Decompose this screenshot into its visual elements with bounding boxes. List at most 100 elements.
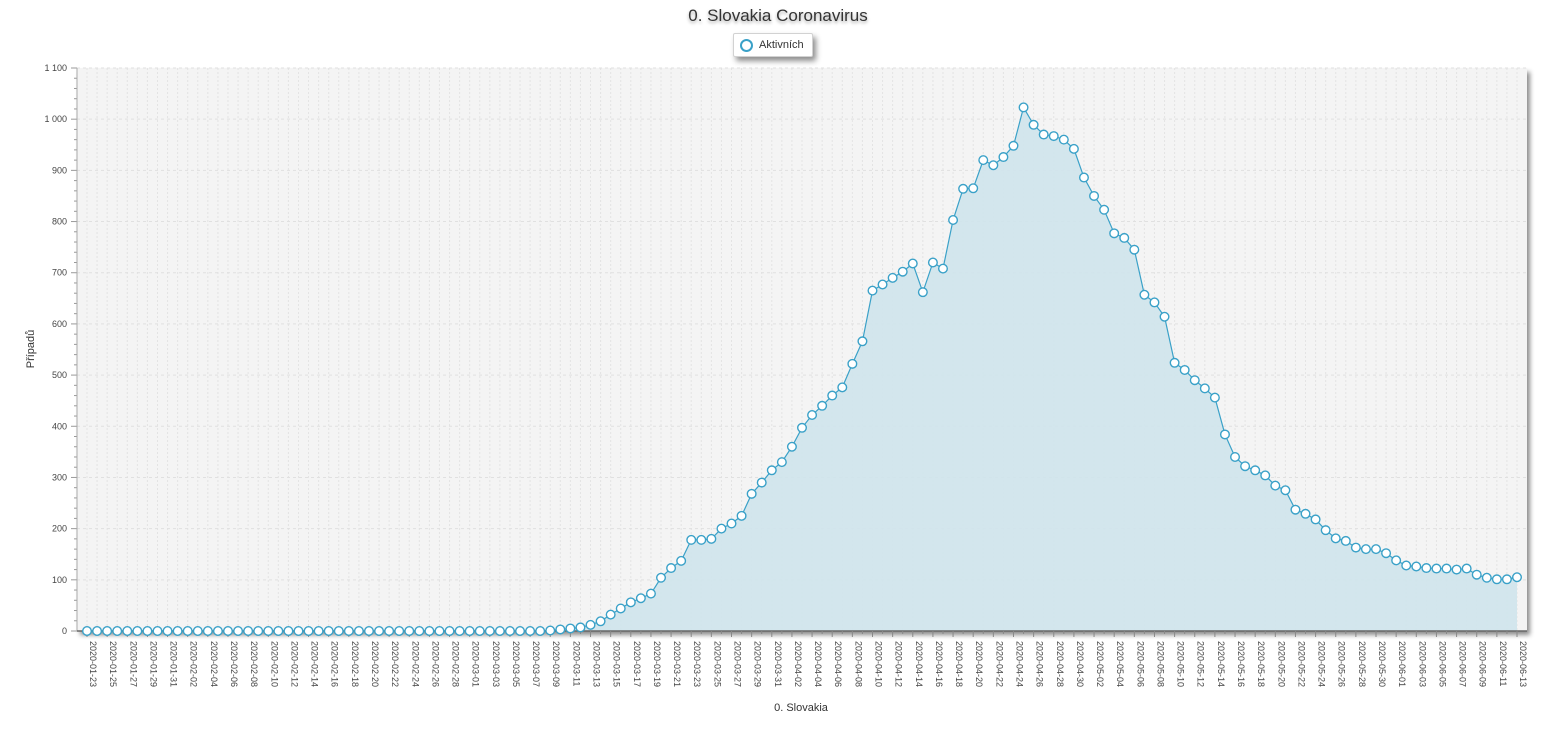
data-point: [353, 626, 364, 637]
data-point: [1179, 364, 1190, 375]
x-tick-label: 2020-03-31: [773, 641, 783, 687]
data-point: [625, 597, 636, 608]
x-tick-label: 2020-04-20: [974, 641, 984, 687]
data-point: [102, 626, 113, 637]
data-point: [776, 457, 787, 468]
data-point: [797, 422, 808, 433]
x-tick-label: 2020-05-04: [1115, 641, 1125, 687]
x-tick-label: 2020-04-26: [1035, 641, 1045, 687]
data-point: [1028, 119, 1039, 130]
data-point: [837, 382, 848, 393]
x-tick-label: 2020-04-08: [853, 641, 863, 687]
data-point: [958, 183, 969, 194]
data-point: [1270, 480, 1281, 491]
data-point: [152, 626, 163, 637]
y-tick-label: 600: [52, 319, 67, 329]
data-point: [1300, 508, 1311, 519]
data-point: [494, 626, 505, 637]
data-point: [1159, 311, 1170, 322]
data-point: [1089, 190, 1100, 201]
data-point: [978, 155, 989, 166]
y-tick-label: 400: [52, 421, 67, 431]
data-point: [162, 626, 173, 637]
data-point: [917, 287, 928, 298]
data-point: [635, 593, 646, 604]
data-point: [434, 626, 445, 637]
data-point: [142, 626, 153, 637]
y-tick-label: 300: [52, 472, 67, 482]
y-tick-label: 1 100: [44, 63, 67, 73]
data-point: [92, 626, 103, 637]
data-point: [988, 160, 999, 171]
data-point: [404, 626, 415, 637]
data-point: [1280, 485, 1291, 496]
x-tick-label: 2020-01-31: [169, 641, 179, 687]
data-point: [696, 534, 707, 545]
data-point: [1451, 564, 1462, 575]
data-point: [706, 533, 717, 544]
x-tick-label: 2020-06-13: [1518, 641, 1528, 687]
data-point: [545, 625, 556, 636]
data-point: [1371, 544, 1382, 555]
y-tick-label: 800: [52, 217, 67, 227]
legend: Aktivních: [733, 33, 813, 57]
data-point: [1491, 574, 1502, 585]
x-tick-label: 2020-05-18: [1256, 641, 1266, 687]
data-point: [132, 626, 143, 637]
x-tick-label: 2020-05-22: [1296, 641, 1306, 687]
data-point: [1149, 297, 1160, 308]
data-point: [907, 258, 918, 269]
data-point: [1441, 563, 1452, 574]
data-point: [273, 626, 284, 637]
data-point: [766, 465, 777, 476]
data-point: [1391, 555, 1402, 566]
data-point: [1401, 560, 1412, 571]
legend-symbol: [740, 38, 753, 52]
data-point: [565, 623, 576, 634]
data-point: [172, 626, 183, 637]
data-point: [1008, 140, 1019, 151]
data-point: [877, 279, 888, 290]
data-point: [656, 572, 667, 583]
x-tick-label: 2020-03-13: [592, 641, 602, 687]
x-tick-label: 2020-02-08: [249, 641, 259, 687]
x-tick-label: 2020-02-14: [310, 641, 320, 687]
data-point: [363, 626, 374, 637]
x-tick-label: 2020-05-26: [1337, 641, 1347, 687]
points-layer: [81, 102, 1522, 637]
x-tick-label: 2020-06-01: [1397, 641, 1407, 687]
x-tick-label: 2020-04-28: [1055, 641, 1065, 687]
data-point: [1240, 461, 1251, 472]
data-point: [1038, 129, 1049, 140]
data-point: [1199, 383, 1210, 394]
x-tick-label: 2020-02-20: [370, 641, 380, 687]
x-tick-label: 2020-01-25: [108, 641, 118, 687]
x-tick-label: 2020-04-12: [894, 641, 904, 687]
x-tick-label: 2020-03-15: [612, 641, 622, 687]
data-point: [968, 183, 979, 194]
data-point: [998, 152, 1009, 163]
data-point: [1290, 504, 1301, 515]
x-tick-label: 2020-03-03: [491, 641, 501, 687]
x-tick-label: 2020-04-06: [833, 641, 843, 687]
legend-label: Aktivních: [759, 39, 804, 51]
data-point: [897, 266, 908, 277]
data-point: [374, 626, 385, 637]
data-point: [1250, 465, 1261, 476]
data-point: [756, 477, 767, 488]
x-tick-label: 2020-04-04: [813, 641, 823, 687]
data-point: [1421, 563, 1432, 574]
data-point: [1189, 375, 1200, 386]
x-tick-label: 2020-05-06: [1135, 641, 1145, 687]
data-point: [948, 215, 959, 226]
y-tick-label: 700: [52, 268, 67, 278]
data-point: [384, 626, 395, 637]
data-point: [1068, 143, 1079, 154]
x-tick-label: 2020-04-14: [914, 641, 924, 687]
x-tick-label: 2020-05-12: [1196, 641, 1206, 687]
x-tick-label: 2020-03-23: [692, 641, 702, 687]
data-point: [927, 257, 938, 268]
x-tick-label: 2020-05-20: [1276, 641, 1286, 687]
x-axis-label: 0. Slovakia: [774, 702, 829, 714]
